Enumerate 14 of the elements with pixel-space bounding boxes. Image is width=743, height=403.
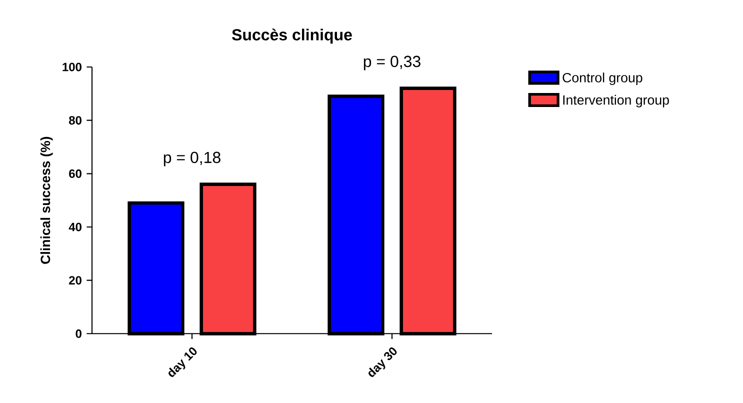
y-tick-label: 60	[69, 169, 82, 178]
legend-label: Control group	[562, 72, 642, 86]
y-tick-label: 40	[68, 222, 82, 232]
y-axis-title: Clinical success (%)	[40, 136, 53, 264]
x-tick-label: day 10	[168, 347, 197, 377]
x-tick-label: day 30	[368, 347, 397, 377]
y-tick-label: 0	[76, 329, 82, 338]
legend-label: Intervention group	[563, 94, 669, 108]
y-tick-label: 20	[69, 276, 82, 285]
y-tick-label: 100	[62, 62, 82, 72]
annotation: p = 0,33	[364, 56, 420, 70]
chart-title: Succès clinique	[232, 28, 352, 44]
y-tick-label: 80	[68, 116, 82, 125]
annotation: p = 0,18	[164, 152, 220, 166]
